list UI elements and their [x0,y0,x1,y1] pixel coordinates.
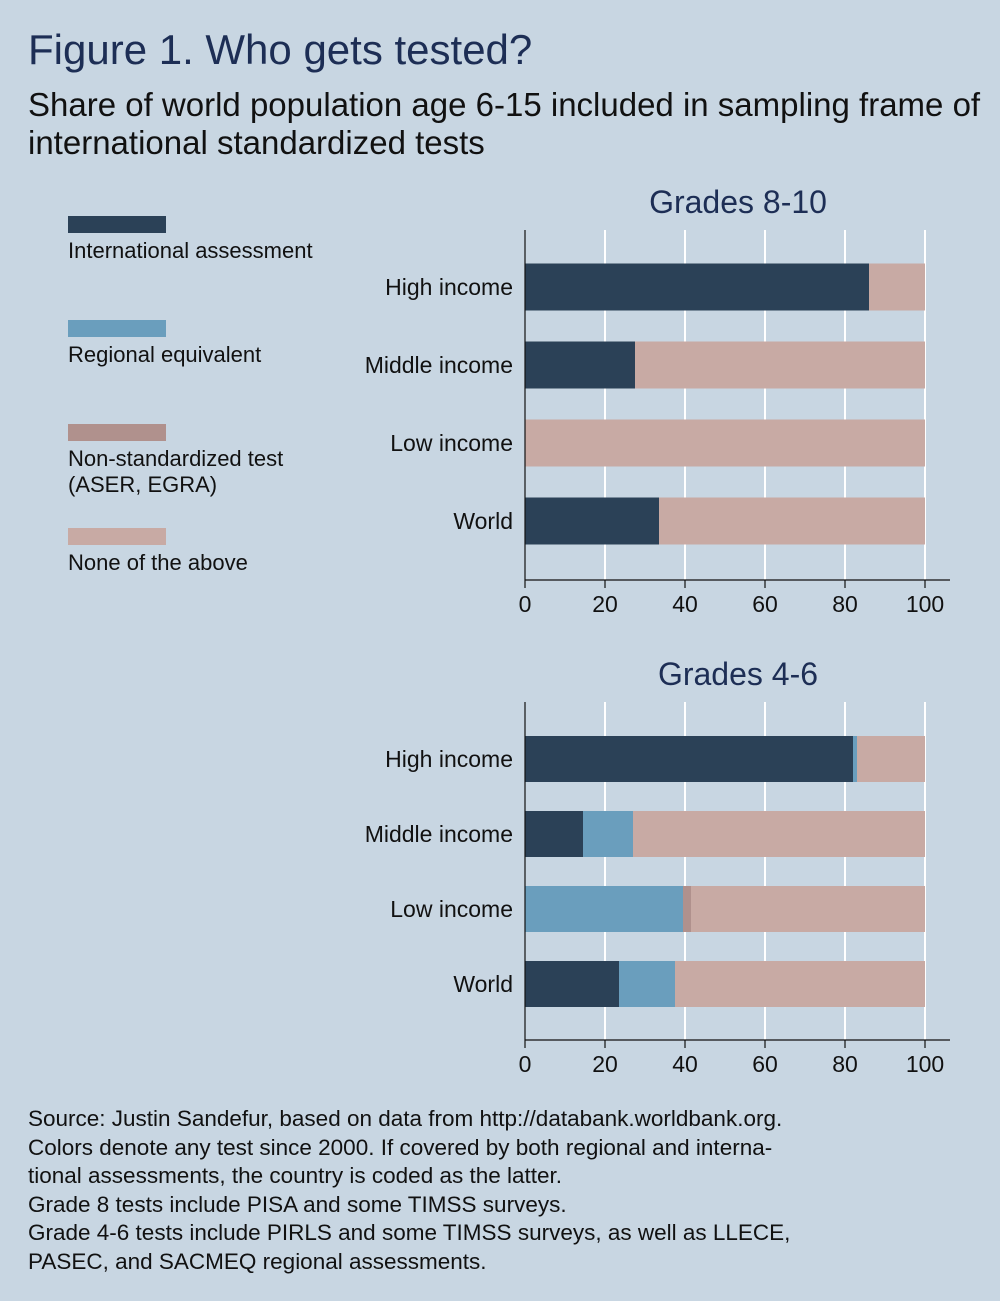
legend-item-nonstandardized: Non-standardized test (ASER, EGRA) [68,424,348,528]
figure-title: Figure 1. Who gets tested? [28,26,533,73]
x-tick-label: 0 [519,1051,532,1077]
bar-segment [525,961,619,1007]
x-tick-label: 100 [906,1051,944,1077]
bar-segment [659,497,925,545]
note-line: Colors denote any test since 2000. If co… [28,1134,773,1160]
x-tick-label: 100 [906,591,944,617]
x-tick-label: 40 [672,1051,698,1077]
category-label: Middle income [365,352,513,378]
panel-title: Grades 4-6 [658,656,818,692]
note-line: Grade 8 tests include PISA and some TIMS… [28,1191,567,1217]
legend-swatch-regional [68,320,166,337]
category-label: World [453,508,513,534]
category-label: World [453,971,513,997]
bar-segment [853,736,857,782]
figure-subtitle: Share of world population age 6-15 inclu… [28,86,981,161]
bar-segment [857,736,925,782]
category-label: Middle income [365,821,513,847]
x-tick-label: 0 [519,591,532,617]
x-tick-label: 40 [672,591,698,617]
legend-swatch-nonstandardized [68,424,166,441]
category-label: High income [385,746,513,772]
bar-segment [525,419,925,467]
bar-segment [525,736,853,782]
legend-swatch-international [68,216,166,233]
bar-segment [683,886,691,932]
bar-segment [675,961,925,1007]
bar-segment [525,811,583,857]
panel-title: Grades 8-10 [649,184,827,220]
bar-segment [635,341,925,389]
legend-label-nonstandardized: Non-standardized test (ASER, EGRA) [68,446,284,497]
legend: International assessment Regional equiva… [68,216,348,632]
legend-item-international: International assessment [68,216,348,320]
note-line: Grade 4-6 tests include PIRLS and some T… [28,1220,791,1245]
bar-segment [525,263,869,311]
bar-segment [619,961,675,1007]
x-tick-label: 80 [832,591,858,617]
x-tick-label: 20 [592,1051,618,1077]
legend-item-none: None of the above [68,528,348,632]
bar-segment [583,811,633,857]
note-line: tional assessments, the country is coded… [28,1163,563,1188]
note-line: Source: Justin Sandefur, based on data f… [28,1106,783,1131]
chart-grades-8-10: Grades 8-10 High income Middle income Low i… [365,184,950,617]
legend-label-international: International assessment [68,238,313,263]
category-label: Low income [390,430,513,456]
x-tick-label: 60 [752,1051,778,1077]
note-line: PASEC, and SACMEQ regional assessments. [28,1248,487,1274]
legend-label-none: None of the above [68,550,248,575]
bar-segment [525,497,659,545]
bar-segment [633,811,925,857]
bar-segment [525,341,635,389]
chart-grades-4-6: Grades 4-6 High income Middle income Low in… [365,656,950,1077]
category-label: High income [385,274,513,300]
bar-segment [869,263,925,311]
bar-segment [525,886,683,932]
legend-label-regional: Regional equivalent [68,342,262,367]
legend-swatch-none [68,528,166,545]
category-label: Low income [390,896,513,922]
bar-segment [691,886,925,932]
x-tick-label: 20 [592,591,618,617]
legend-item-regional: Regional equivalent [68,320,348,424]
source-notes: Source: Justin Sandefur, based on data f… [28,1105,988,1276]
x-tick-label: 60 [752,591,778,617]
x-tick-label: 80 [832,1051,858,1077]
